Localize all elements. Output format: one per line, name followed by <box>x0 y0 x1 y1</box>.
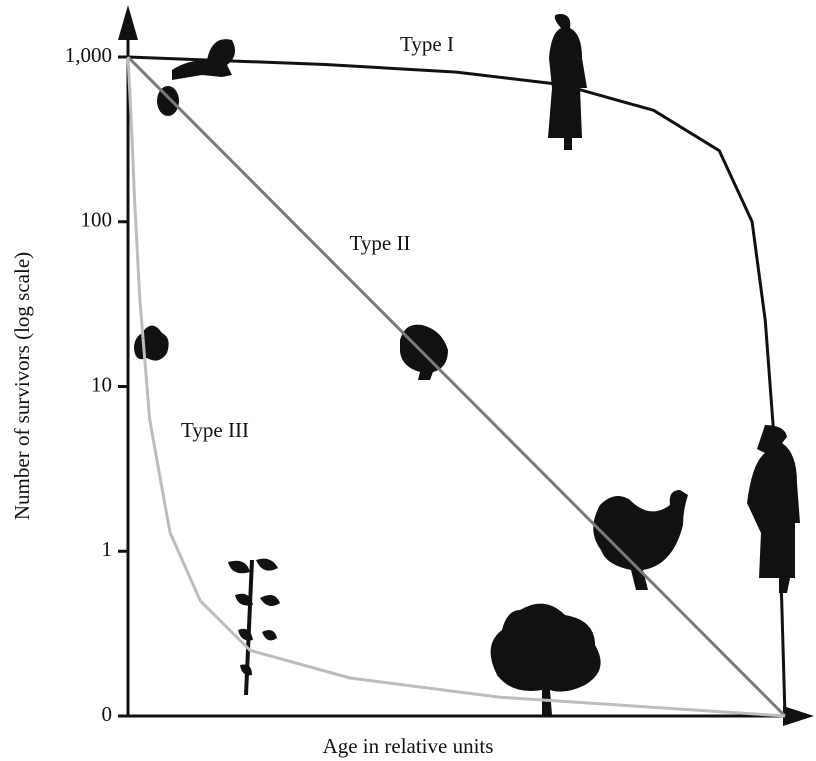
y-axis-arrow <box>118 5 138 40</box>
y-tick-label: 1 <box>102 537 113 561</box>
y-axis-title: Number of survivors (log scale) <box>10 252 34 520</box>
y-tick-label: 10 <box>91 372 112 396</box>
curve-label: Type II <box>350 231 411 255</box>
decorations <box>134 14 800 715</box>
x-axis-arrow <box>783 706 814 726</box>
curve-label: Type III <box>181 418 249 442</box>
plant-icon <box>228 559 280 695</box>
seedling-icon <box>134 326 169 361</box>
chart: Age in relative units Number of survivor… <box>0 0 816 761</box>
woman-icon <box>548 14 587 150</box>
survivorship-curve <box>128 57 785 716</box>
y-tick-label: 0 <box>102 702 113 726</box>
curve-label: Type I <box>400 32 454 56</box>
y-tick-label: 1,000 <box>65 43 112 67</box>
y-tick-label: 100 <box>81 208 113 232</box>
x-axis-title: Age in relative units <box>323 734 494 758</box>
